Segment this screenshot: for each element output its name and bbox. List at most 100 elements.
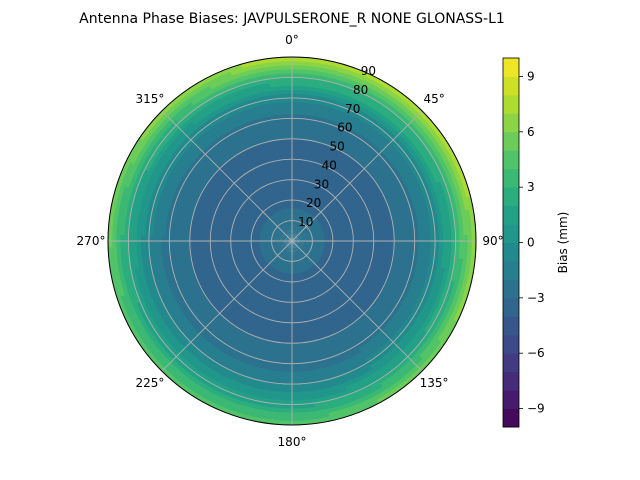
heatmap-cell — [249, 87, 263, 96]
heatmap-cell — [288, 252, 291, 258]
heatmap-cell — [319, 108, 332, 116]
heatmap-cell — [290, 359, 301, 365]
heatmap-cell — [401, 175, 411, 188]
heatmap-cell — [293, 244, 297, 249]
heatmap-cell — [417, 188, 426, 202]
heatmap-cell — [247, 83, 262, 92]
heatmap-cell — [151, 330, 164, 345]
heatmap-cell — [298, 288, 304, 295]
heatmap-cell — [273, 354, 285, 360]
heatmap-cell — [183, 381, 199, 395]
heatmap-cell — [186, 378, 201, 391]
heatmap-cell — [369, 238, 375, 246]
heatmap-cell — [308, 226, 314, 232]
heatmap-cell — [181, 100, 196, 113]
colorbar-label: Bias (mm) — [556, 212, 570, 274]
heatmap-cell — [293, 232, 296, 238]
heatmap-cell — [131, 175, 142, 191]
colorbar-level — [503, 242, 519, 262]
heatmap-cell — [356, 243, 363, 250]
heatmap-cell — [285, 252, 289, 258]
heatmap-cell — [357, 238, 363, 245]
heatmap-cell — [279, 243, 285, 246]
heatmap-cell — [297, 212, 301, 218]
heatmap-cell — [407, 99, 423, 114]
heatmap-cell — [276, 233, 282, 237]
heatmap-cell — [235, 109, 248, 118]
heatmap-cell — [451, 187, 460, 203]
heatmap-cell — [408, 270, 416, 283]
heatmap-cell — [310, 247, 316, 251]
heatmap-cell — [151, 172, 161, 186]
heatmap-cell — [193, 97, 208, 109]
heatmap-cell — [304, 220, 309, 226]
colorbar-level — [503, 131, 519, 151]
heatmap-cell — [358, 87, 374, 98]
heatmap-cell — [415, 272, 424, 285]
heatmap-cell — [205, 248, 212, 257]
heatmap-cell — [378, 376, 394, 389]
heatmap-cell — [240, 94, 254, 103]
heatmap-cell — [295, 224, 299, 230]
heatmap-cell — [285, 150, 294, 156]
heatmap-cell — [278, 321, 287, 328]
azimuth-tick-label: 90° — [482, 234, 503, 248]
heatmap-cell — [298, 212, 303, 219]
heatmap-cell — [276, 416, 292, 422]
heatmap-cell — [348, 234, 354, 240]
heatmap-cell — [314, 78, 329, 86]
heatmap-cell — [458, 283, 468, 300]
heatmap-cell — [226, 237, 231, 244]
heatmap-cell — [119, 292, 129, 309]
heatmap-cell — [443, 190, 452, 205]
heatmap-cell — [400, 268, 408, 280]
heatmap-cell — [296, 313, 303, 320]
heatmap-cell — [205, 95, 220, 106]
heatmap-cell — [241, 98, 255, 107]
heatmap-cell — [207, 75, 223, 86]
heatmap-cell — [423, 296, 433, 310]
heatmap-cell — [238, 245, 244, 251]
heatmap-cell — [423, 274, 432, 288]
heatmap-cell — [339, 410, 356, 420]
heatmap-cell — [292, 253, 295, 258]
heatmap-cell — [405, 228, 412, 239]
heatmap-cell — [118, 195, 126, 212]
heatmap-cell — [408, 117, 422, 131]
heatmap-cell — [427, 297, 437, 312]
heatmap-cell — [353, 355, 366, 366]
heatmap-cell — [303, 256, 309, 262]
heatmap-cell — [136, 165, 147, 180]
heatmap-cell — [287, 244, 291, 250]
heatmap-cell — [124, 279, 133, 295]
heatmap-cell — [135, 177, 145, 192]
heatmap-cell — [428, 195, 436, 209]
heatmap-cell — [416, 108, 431, 123]
heatmap-cell — [285, 142, 294, 148]
heatmap-cell — [430, 235, 436, 249]
heatmap-cell — [197, 268, 205, 278]
heatmap-cell — [235, 386, 250, 395]
heatmap-cell — [467, 234, 473, 250]
heatmap-cell — [332, 387, 347, 396]
heatmap-cell — [242, 241, 248, 247]
heatmap-cell — [303, 244, 309, 248]
heatmap-cell — [392, 266, 400, 277]
heatmap-cell — [325, 406, 341, 415]
heatmap-cell — [143, 168, 154, 183]
heatmap-cell — [314, 74, 330, 82]
heatmap-cell — [370, 363, 384, 375]
heatmap-cell — [201, 248, 208, 257]
heatmap-cell — [185, 228, 191, 238]
heatmap-cell — [303, 233, 308, 237]
heatmap-cell — [427, 286, 437, 300]
heatmap-cell — [248, 351, 260, 360]
heatmap-cell — [454, 295, 464, 311]
heatmap-cell — [275, 342, 285, 348]
heatmap-cell — [412, 358, 427, 373]
heatmap-cell — [343, 356, 356, 366]
heatmap-cell — [441, 303, 452, 319]
heatmap-cell — [363, 76, 379, 87]
heatmap-cell — [164, 198, 173, 211]
heatmap-cell — [279, 236, 285, 240]
